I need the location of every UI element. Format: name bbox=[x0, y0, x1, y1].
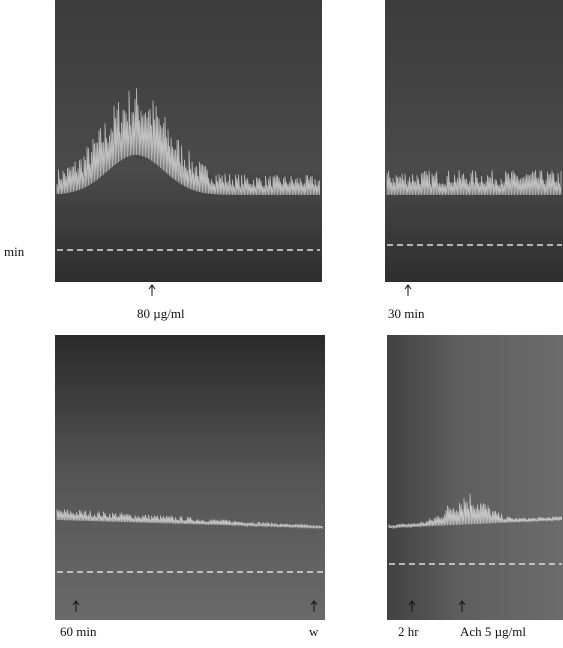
marker-label: 30 min bbox=[388, 306, 425, 321]
recording-photo bbox=[385, 0, 563, 282]
side-label: min bbox=[4, 244, 25, 259]
figure: min 80 µg/ml 30 min 60 min w 2 hr Ach 5 … bbox=[0, 0, 563, 643]
page: min 80 µg/ml 30 min 60 min w 2 hr Ach 5 … bbox=[0, 0, 563, 643]
recording-photo bbox=[55, 0, 322, 282]
marker-label: 60 min bbox=[60, 624, 97, 639]
marker-label: 80 µg/ml bbox=[137, 306, 185, 321]
marker-label: Ach 5 µg/ml bbox=[460, 624, 526, 639]
recording-photo-shade bbox=[387, 335, 563, 620]
recording-photo bbox=[55, 335, 325, 620]
marker-label: w bbox=[309, 624, 319, 639]
marker-label: 2 hr bbox=[398, 624, 419, 639]
